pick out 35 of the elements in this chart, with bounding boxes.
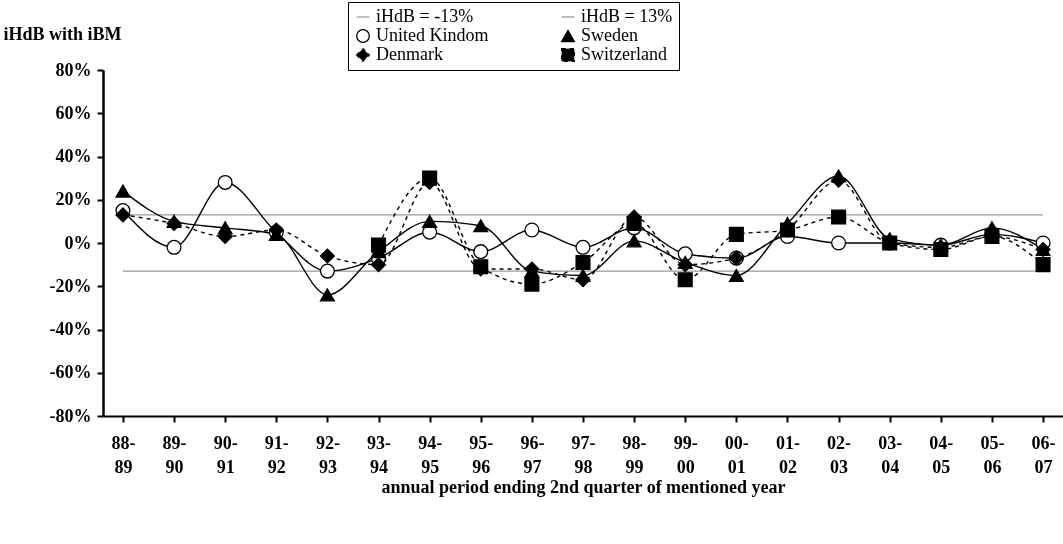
y-axis-title: iHdB with iBM — [3, 23, 122, 44]
legend-label: iHdB = 13% — [581, 6, 673, 26]
legend-label: United Kindom — [376, 25, 489, 45]
x-tick-label: 05-06 — [980, 432, 1005, 477]
y-tick-label: 0% — [64, 232, 92, 253]
x-axis-title: annual period ending 2nd quarter of mentioned year — [381, 476, 786, 497]
x-tick-label: 99-00 — [673, 432, 698, 477]
y-tick-label: -20% — [49, 275, 92, 296]
legend-label: Switzerland — [581, 44, 667, 64]
y-tick-label: -40% — [49, 319, 92, 339]
x-tick-label: 04-05 — [929, 432, 954, 477]
x-tick-label: 06-07 — [1031, 432, 1056, 477]
x-tick-label: 97-98 — [571, 432, 596, 477]
y-tick-label: 80% — [55, 59, 92, 80]
x-tick-label: 02-03 — [827, 432, 852, 477]
x-tick-label: 03-04 — [878, 432, 903, 477]
y-tick-label: 40% — [55, 146, 92, 166]
x-tick-label: 98-99 — [622, 432, 647, 477]
legend-label: Sweden — [581, 25, 638, 45]
y-tick-label: 60% — [55, 102, 92, 123]
x-tick-label: 89-90 — [162, 432, 187, 477]
x-tick-label: 00-01 — [724, 432, 749, 477]
x-tick-label: 92-93 — [315, 432, 340, 477]
legend-label: Denmark — [376, 44, 443, 64]
x-tick-label: 94-95 — [418, 432, 443, 477]
y-tick-label: -60% — [49, 362, 92, 383]
y-tick-label: 20% — [55, 189, 92, 210]
x-tick-label: 88-89 — [111, 432, 136, 477]
x-tick-label: 96-97 — [520, 432, 545, 477]
x-tick-label: 95-96 — [469, 432, 494, 477]
x-tick-label: 91-92 — [264, 432, 289, 477]
y-tick-label: -80% — [49, 405, 92, 426]
x-tick-label: 01-02 — [775, 432, 800, 477]
x-tick-label: 90-91 — [213, 432, 238, 477]
legend-label: iHdB = -13% — [376, 6, 474, 26]
